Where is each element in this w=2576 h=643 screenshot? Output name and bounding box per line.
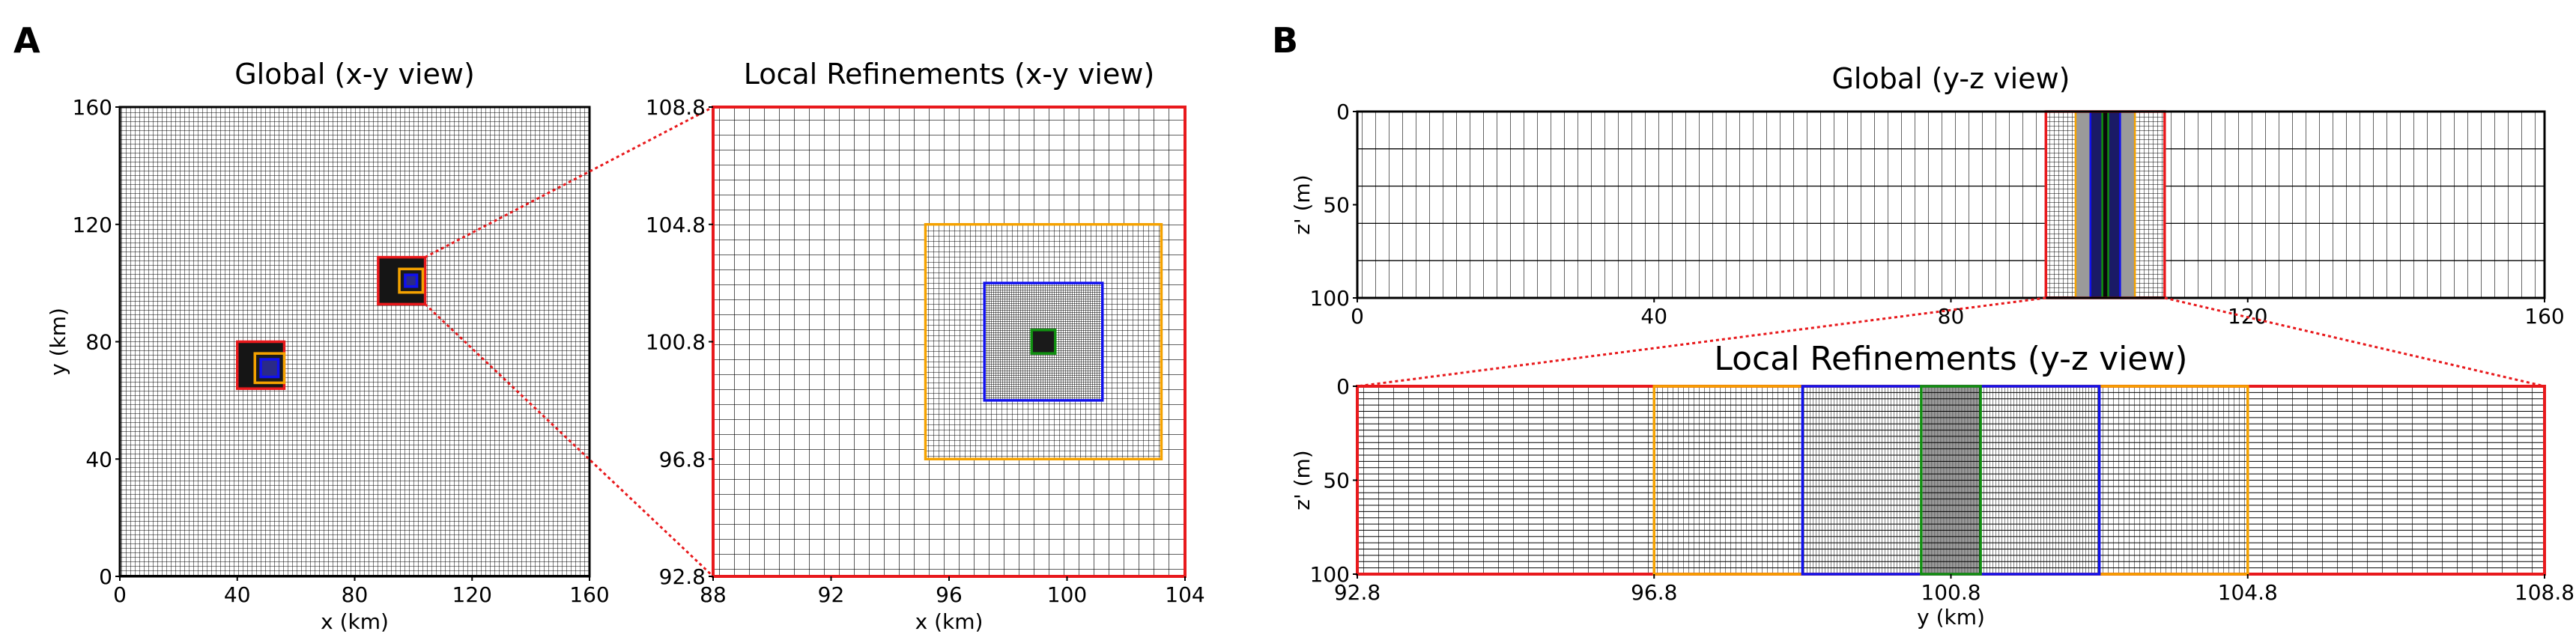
local-xy-xtick-label: 96 — [936, 582, 963, 607]
local-yz-xtick-label: 100.8 — [1921, 580, 1981, 605]
global-yz-ylabel: z' (m) — [1290, 174, 1315, 234]
local-xy-xtick-label: 88 — [700, 582, 727, 607]
global-xy-xtick-label: 160 — [569, 582, 609, 607]
global-xy-ytick-label: 40 — [85, 447, 112, 472]
local-xy-ytick-label: 108.8 — [646, 95, 706, 120]
global-yz-ytick-label: 0 — [1336, 100, 1350, 124]
local-xy-ytick-label: 92.8 — [659, 564, 706, 589]
local-xy-plot: Local Refinements (x-y view) 88 92 96 100 10… — [646, 58, 1205, 634]
local-xy-xlabel: x (km) — [915, 609, 984, 634]
global-yz-grid — [1357, 112, 2545, 298]
zoom-connector-bottom — [424, 303, 715, 578]
local-xy-green-level — [1030, 329, 1057, 355]
global-xy-grid — [120, 107, 590, 576]
local-yz-xtick-label: 92.8 — [1334, 580, 1381, 605]
local-xy-title: Local Refinements (x-y view) — [744, 58, 1155, 91]
global-xy-ytick-label: 0 — [99, 564, 112, 589]
global-xy-ytick-label: 120 — [73, 213, 112, 237]
global-yz-xtick-label: 40 — [1640, 304, 1667, 329]
local-yz-xlabel: y (km) — [1917, 605, 1985, 630]
zoom-connector-right — [2164, 296, 2545, 388]
global-xy-xtick-label: 40 — [224, 582, 251, 607]
global-xy-title: Global (x-y view) — [234, 58, 475, 91]
local-xy-ytick-label: 100.8 — [646, 330, 706, 355]
local-yz-plot: Local Refinements (y-z view) 92.8 96.8 100… — [1290, 340, 2575, 630]
local-yz-ytick-label: 50 — [1323, 469, 1350, 493]
global-xy-box-refinement-a-blue — [259, 358, 280, 379]
global-yz-ytick-label: 100 — [1310, 286, 1350, 311]
panel-letter-a: A — [13, 20, 40, 61]
local-xy-xtick-label: 104 — [1165, 582, 1204, 607]
local-yz-title: Local Refinements (y-z view) — [1714, 340, 2187, 378]
zoom-connector-top — [424, 106, 714, 258]
local-yz-ylabel: z' (m) — [1290, 450, 1315, 510]
global-xy-ytick-label: 160 — [73, 95, 112, 120]
global-xy-xtick-label: 0 — [113, 582, 127, 607]
panel-letter-b: B — [1272, 20, 1298, 61]
global-yz-xtick-label: 80 — [1938, 304, 1965, 329]
global-xy-xlabel: x (km) — [321, 609, 389, 634]
local-yz-ytick-label: 100 — [1310, 562, 1350, 587]
zoom-connectors-yz — [1357, 296, 2545, 388]
zoom-connector-left — [1357, 296, 2046, 388]
local-yz-xtick-label: 104.8 — [2218, 580, 2278, 605]
global-xy-xtick-label: 80 — [342, 582, 369, 607]
local-xy-ytick-label: 104.8 — [646, 213, 706, 237]
global-yz-title: Global (y-z view) — [1831, 62, 2070, 95]
global-xy-plot: Global (x-y view) 0 40 80 120 160 0 40 80 120 16… — [46, 58, 610, 634]
global-xy-ytick-label: 80 — [85, 330, 112, 355]
global-xy-box-refinement-b-blue — [404, 273, 419, 288]
zoom-connectors-xy — [424, 106, 715, 578]
global-yz-xtick-label: 160 — [2524, 304, 2564, 329]
local-xy-xtick-label: 100 — [1047, 582, 1087, 607]
local-xy-ytick-label: 96.8 — [659, 447, 706, 472]
local-yz-xtick-label: 96.8 — [1631, 580, 1677, 605]
global-yz-ytick-label: 50 — [1323, 193, 1350, 218]
global-yz-xtick-label: 0 — [1351, 304, 1364, 329]
local-yz-xtick-label: 108.8 — [2515, 580, 2575, 605]
global-xy-xtick-label: 120 — [452, 582, 492, 607]
local-yz-ytick-label: 0 — [1336, 374, 1350, 399]
global-xy-ylabel: y (km) — [46, 308, 70, 376]
global-yz-refinement-green — [2101, 110, 2109, 299]
local-xy-xtick-label: 92 — [818, 582, 845, 607]
